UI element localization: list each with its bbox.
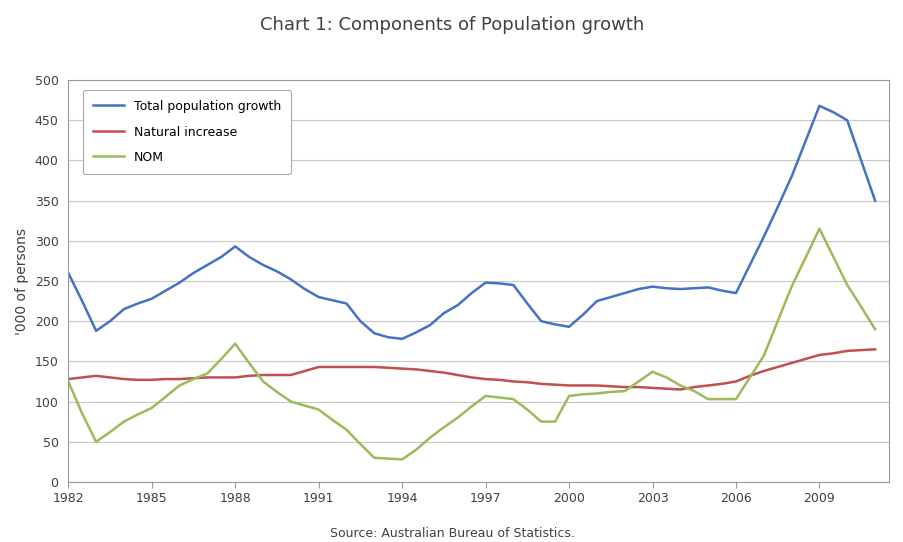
Y-axis label: '000 of persons: '000 of persons [15, 228, 29, 334]
NOM [494, 394, 505, 401]
Total population growth [869, 197, 880, 204]
NOM [869, 326, 880, 332]
Total population growth [188, 270, 199, 276]
Total population growth [494, 280, 505, 287]
Total population growth [396, 335, 407, 342]
NOM [146, 405, 157, 411]
Line: NOM: NOM [69, 229, 874, 460]
Natural increase [146, 377, 157, 383]
Natural increase [90, 372, 101, 379]
Legend: Total population growth, Natural increase, NOM: Total population growth, Natural increas… [83, 91, 291, 175]
Natural increase [479, 376, 490, 382]
NOM [63, 378, 74, 385]
Total population growth [146, 295, 157, 302]
Natural increase [271, 372, 282, 378]
Line: Total population growth: Total population growth [69, 106, 874, 339]
Natural increase [675, 386, 685, 393]
Total population growth [271, 268, 282, 275]
Line: Natural increase: Natural increase [69, 349, 874, 390]
NOM [188, 376, 199, 382]
NOM [90, 438, 101, 445]
Total population growth [813, 102, 824, 109]
Text: Chart 1: Components of Population growth: Chart 1: Components of Population growth [259, 16, 644, 34]
NOM [660, 374, 671, 380]
Total population growth [90, 327, 101, 334]
NOM [271, 389, 282, 395]
Total population growth [63, 270, 74, 276]
Total population growth [660, 285, 671, 292]
Text: Source: Australian Bureau of Statistics.: Source: Australian Bureau of Statistics. [330, 527, 573, 540]
NOM [813, 225, 824, 232]
Natural increase [188, 375, 199, 382]
Natural increase [63, 376, 74, 382]
NOM [396, 456, 407, 463]
Natural increase [647, 385, 657, 391]
Natural increase [869, 346, 880, 352]
